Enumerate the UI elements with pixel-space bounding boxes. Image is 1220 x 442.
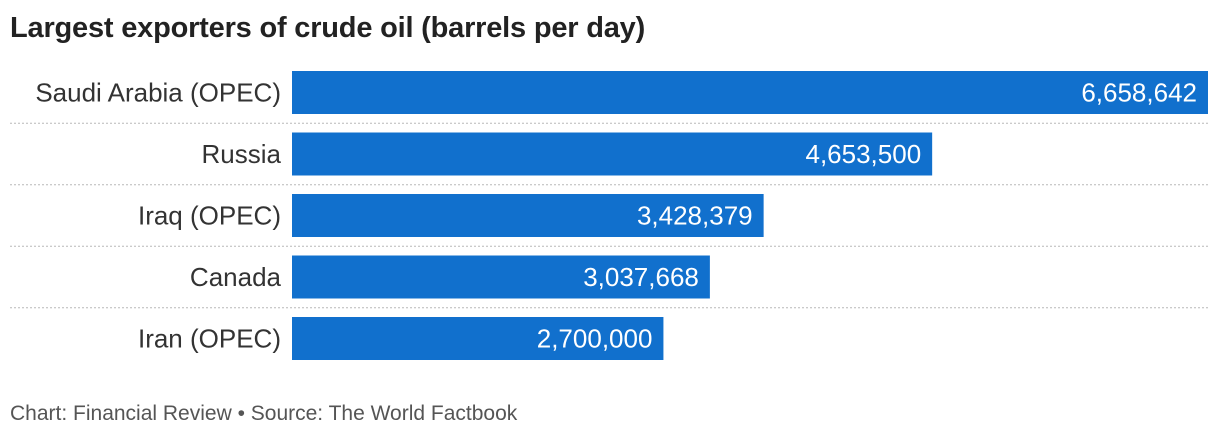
- value-label-canada: 3,037,668: [583, 262, 699, 292]
- bar-canada: [292, 255, 710, 299]
- category-label-canada: Canada: [190, 262, 282, 292]
- category-label-russia: Russia: [202, 139, 282, 169]
- bar-russia: [292, 132, 933, 176]
- value-label-saudi-arabia-opec: 6,658,642: [1081, 78, 1197, 108]
- bar-iraq-opec: [292, 194, 764, 237]
- value-label-iran-opec: 2,700,000: [537, 324, 653, 354]
- chart-title: Largest exporters of crude oil (barrels …: [10, 12, 646, 44]
- category-label-iraq-opec: Iraq (OPEC): [138, 201, 281, 231]
- chart-footer: Chart: Financial Review • Source: The Wo…: [10, 402, 518, 425]
- bar-saudi-arabia-opec: [292, 71, 1208, 114]
- bar-iran-opec: [292, 317, 664, 360]
- value-label-iraq-opec: 3,428,379: [637, 201, 753, 231]
- category-label-iran-opec: Iran (OPEC): [138, 324, 281, 354]
- value-label-russia: 4,653,500: [805, 139, 921, 169]
- category-label-saudi-arabia-opec: Saudi Arabia (OPEC): [35, 78, 281, 108]
